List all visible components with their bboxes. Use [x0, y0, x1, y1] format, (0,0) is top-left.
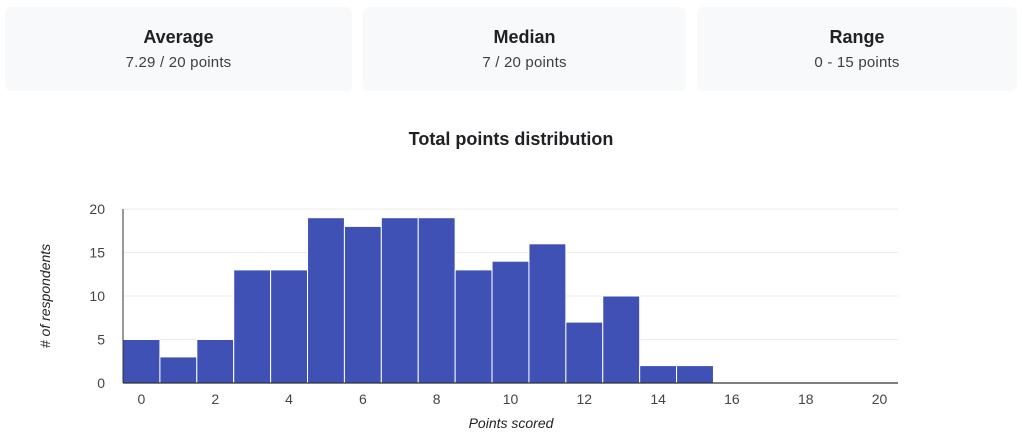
range-value: 0 - 15 points — [814, 54, 900, 71]
bar-11[interactable] — [528, 243, 567, 384]
bar-7[interactable] — [380, 217, 419, 384]
range-card: Range 0 - 15 points — [697, 7, 1017, 91]
y-tick-label: 20 — [89, 201, 105, 217]
average-card: Average 7.29 / 20 points — [5, 7, 352, 91]
x-tick-label: 0 — [138, 391, 146, 407]
x-tick-label: 8 — [433, 391, 441, 407]
bar-4[interactable] — [270, 269, 309, 384]
axes — [122, 209, 898, 384]
bar-5[interactable] — [307, 217, 345, 384]
y-tick-label: 15 — [89, 245, 105, 261]
x-axis-label: Points scored — [469, 415, 555, 431]
bar-3[interactable] — [233, 269, 272, 384]
bar-13[interactable] — [602, 295, 641, 384]
bars — [122, 217, 714, 384]
x-tick-label: 2 — [211, 391, 219, 407]
x-tick-label: 20 — [872, 391, 888, 407]
bar-10[interactable] — [491, 260, 530, 384]
median-value: 7 / 20 points — [482, 54, 567, 71]
x-tick-label: 18 — [798, 391, 814, 407]
bar-14[interactable] — [639, 365, 678, 384]
bar-9[interactable] — [454, 269, 493, 384]
median-card: Median 7 / 20 points — [363, 7, 686, 91]
y-axis-label: # of respondents — [37, 244, 53, 348]
y-tick-label: 10 — [89, 288, 105, 304]
x-tick-label: 10 — [503, 391, 519, 407]
y-tick-labels: 0 5 10 15 20 — [89, 201, 105, 391]
median-label: Median — [493, 27, 556, 47]
bar-1[interactable] — [159, 356, 198, 384]
range-label: Range — [829, 27, 885, 47]
summary-stats: Average 7.29 / 20 points Median 7 / 20 p… — [5, 7, 1017, 91]
x-tick-labels: 0 2 4 6 8 10 12 14 16 18 20 — [138, 391, 888, 407]
bar-12[interactable] — [565, 321, 604, 384]
bar-15[interactable] — [676, 365, 714, 384]
bar-2[interactable] — [196, 339, 235, 384]
bar-0[interactable] — [122, 339, 161, 384]
x-tick-label: 6 — [359, 391, 367, 407]
y-tick-label: 0 — [97, 375, 105, 391]
y-tick-label: 5 — [97, 332, 105, 348]
x-tick-label: 4 — [285, 391, 293, 407]
average-value: 7.29 / 20 points — [125, 54, 232, 71]
x-tick-label: 12 — [577, 391, 593, 407]
average-label: Average — [143, 27, 214, 47]
x-tick-label: 14 — [650, 391, 666, 407]
bar-6[interactable] — [343, 225, 382, 384]
chart-title: Total points distribution — [408, 129, 614, 149]
bar-8[interactable] — [417, 217, 456, 384]
x-tick-label: 16 — [724, 391, 740, 407]
